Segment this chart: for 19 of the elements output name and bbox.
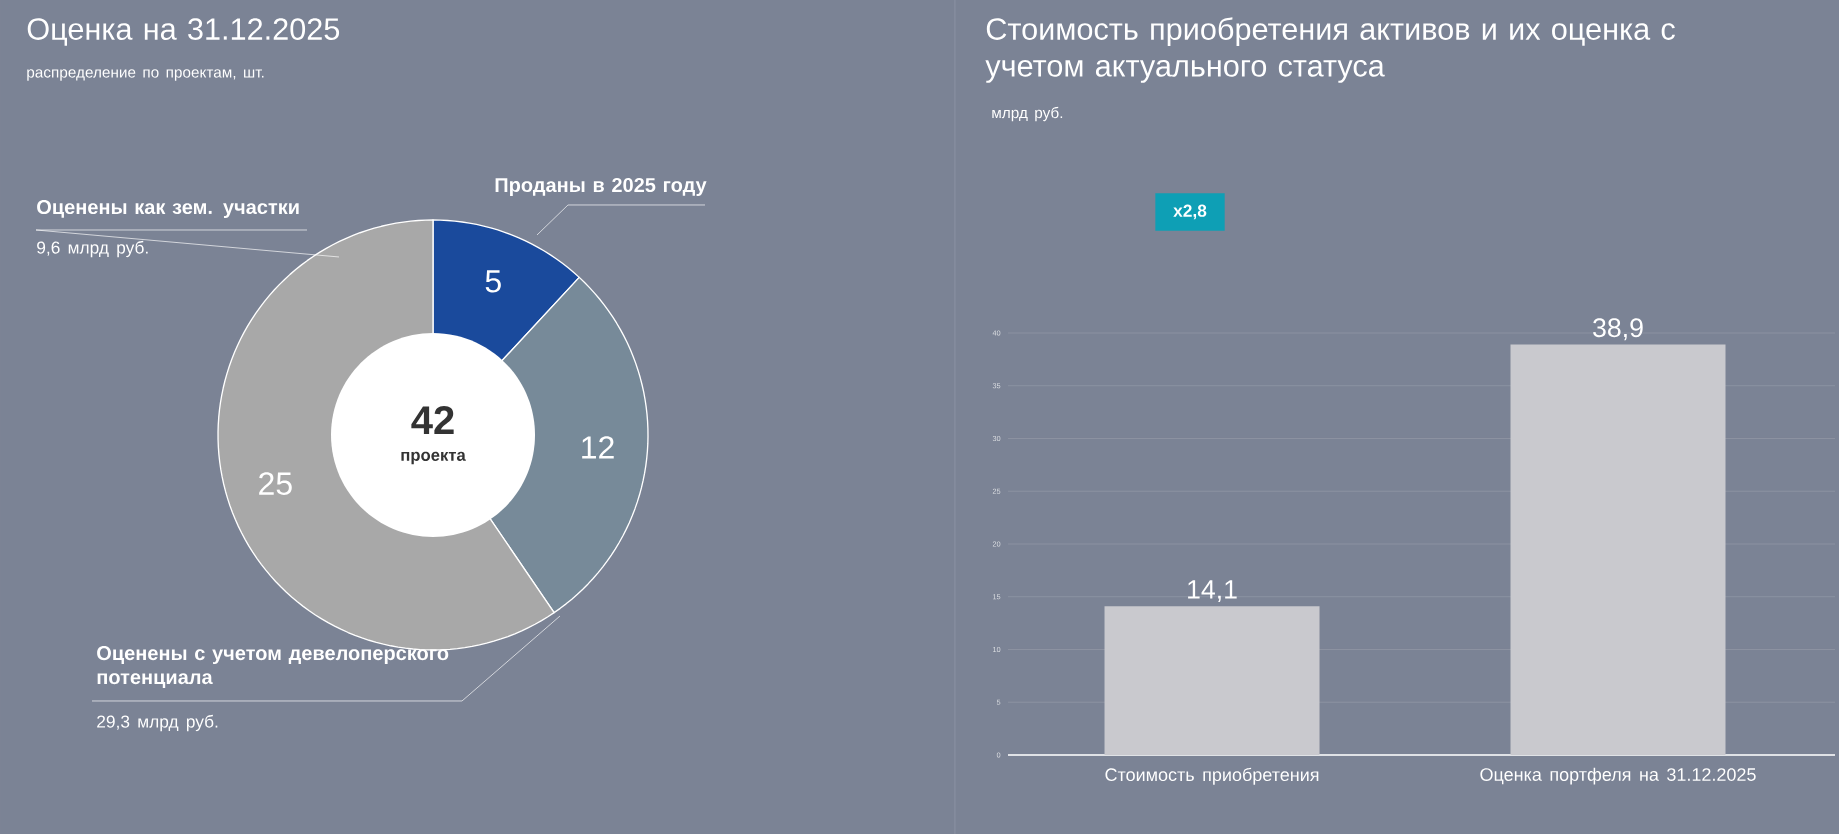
text: 42 (411, 406, 454, 434)
x-tick-label: Стоимость приобретения (1105, 767, 1319, 785)
data-label: 14,1 (1188, 580, 1237, 602)
chart-title: Оценка на 31.12.2025 (27, 18, 340, 46)
x-tick-label: Оценка портфеля на 31.12.2025 (1480, 767, 1756, 785)
slice-label: Оценены как зем. участки (37, 199, 299, 219)
data-label: 12 (582, 436, 614, 459)
chart-subtitle: распределение по проектам, шт. (27, 69, 264, 81)
text: проекта (401, 451, 466, 465)
data-label: 38,9 (1593, 318, 1643, 341)
slice-label: Проданы в 2025 году (495, 177, 707, 197)
text: x2,8 (1173, 204, 1207, 220)
data-label: 25 (259, 472, 292, 495)
data-label: 5 (485, 270, 501, 293)
text: 9,6 млрд руб. (37, 240, 148, 258)
slice-label: Оценены с учетом девелоперского потенциала (97, 646, 449, 688)
chart-subtitle: млрд руб. (992, 106, 1063, 122)
chart-title: Стоимость приобретения активов и их оценка с учетом актуального статуса (985, 17, 1675, 83)
text: 29,3 млрд руб. (97, 714, 218, 732)
